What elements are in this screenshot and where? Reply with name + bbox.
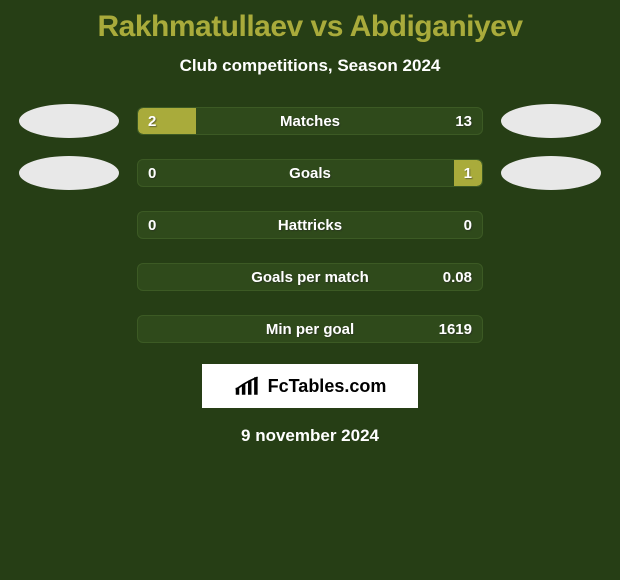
- stat-label: Goals per match: [251, 264, 369, 290]
- avatar-right: [501, 156, 601, 190]
- stat-bar: 2 Matches 13: [137, 107, 483, 135]
- stat-label: Matches: [280, 108, 340, 134]
- stat-row: 0 Hattricks 0: [0, 208, 620, 242]
- stat-bar: Goals per match 0.08: [137, 263, 483, 291]
- stat-bar: 0 Goals 1: [137, 159, 483, 187]
- stat-bar: Min per goal 1619: [137, 315, 483, 343]
- avatar-left: [19, 104, 119, 138]
- stat-row: Min per goal 1619: [0, 312, 620, 346]
- date: 9 november 2024: [0, 426, 620, 446]
- stat-left-value: 0: [148, 212, 156, 238]
- stat-row: 0 Goals 1: [0, 156, 620, 190]
- stat-right-value: 1619: [439, 316, 472, 342]
- stat-left-value: 0: [148, 160, 156, 186]
- stat-right-value: 1: [464, 160, 472, 186]
- avatar-left: [19, 156, 119, 190]
- stat-label: Min per goal: [266, 316, 354, 342]
- page-title: Rakhmatullaev vs Abdiganiyev: [0, 10, 620, 44]
- logo-box[interactable]: FcTables.com: [202, 364, 418, 408]
- subtitle: Club competitions, Season 2024: [0, 56, 620, 76]
- stat-row: Goals per match 0.08: [0, 260, 620, 294]
- stat-label: Hattricks: [278, 212, 342, 238]
- comparison-card: Rakhmatullaev vs Abdiganiyev Club compet…: [0, 0, 620, 446]
- stat-right-value: 0.08: [443, 264, 472, 290]
- stat-right-value: 0: [464, 212, 472, 238]
- bars-container: 2 Matches 13 0 Goals 1 0 Hattricks 0 Goals per ma…: [0, 104, 620, 346]
- bar-fill-left: [138, 108, 196, 134]
- stat-row: 2 Matches 13: [0, 104, 620, 138]
- stat-left-value: 2: [148, 108, 156, 134]
- stat-label: Goals: [289, 160, 331, 186]
- barchart-icon: [234, 375, 262, 397]
- avatar-right: [501, 104, 601, 138]
- stat-right-value: 13: [455, 108, 472, 134]
- stat-bar: 0 Hattricks 0: [137, 211, 483, 239]
- logo-text: FcTables.com: [268, 376, 387, 397]
